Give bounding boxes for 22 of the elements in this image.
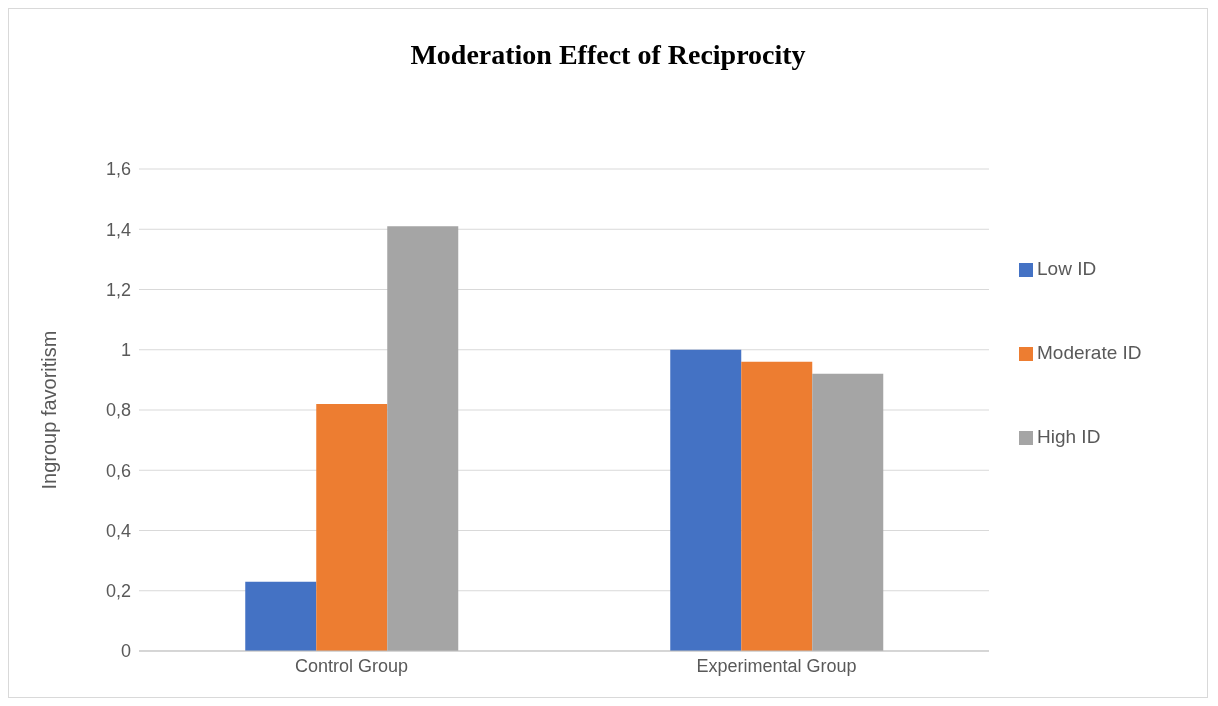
legend-label: Low ID [1037, 258, 1097, 279]
y-tick-label: 1,2 [105, 279, 131, 300]
y-tick-label: 0,4 [105, 520, 131, 541]
y-tick-label: 1,4 [105, 219, 131, 240]
chart-title: Moderation Effect of Reciprocity [409, 39, 807, 71]
bar [812, 373, 884, 651]
bar [387, 226, 459, 651]
y-tick-label: 0,2 [105, 581, 131, 602]
bar [316, 403, 388, 651]
legend-label: Moderate ID [1037, 342, 1142, 363]
x-tick-label: Experimental Group [696, 655, 857, 676]
bar [741, 361, 813, 651]
bar [670, 349, 742, 651]
x-tick-label: Control Group [294, 655, 409, 676]
y-tick-label: 0,8 [105, 400, 131, 421]
y-tick-label: 1,6 [105, 159, 131, 180]
y-axis-title: Ingroup favoritism [38, 330, 61, 490]
y-tick-label: 0,6 [105, 460, 131, 481]
bar [245, 581, 317, 651]
y-tick-label: 1 [120, 340, 131, 361]
legend-label: High ID [1037, 426, 1101, 447]
y-tick-label: 0 [120, 641, 131, 662]
